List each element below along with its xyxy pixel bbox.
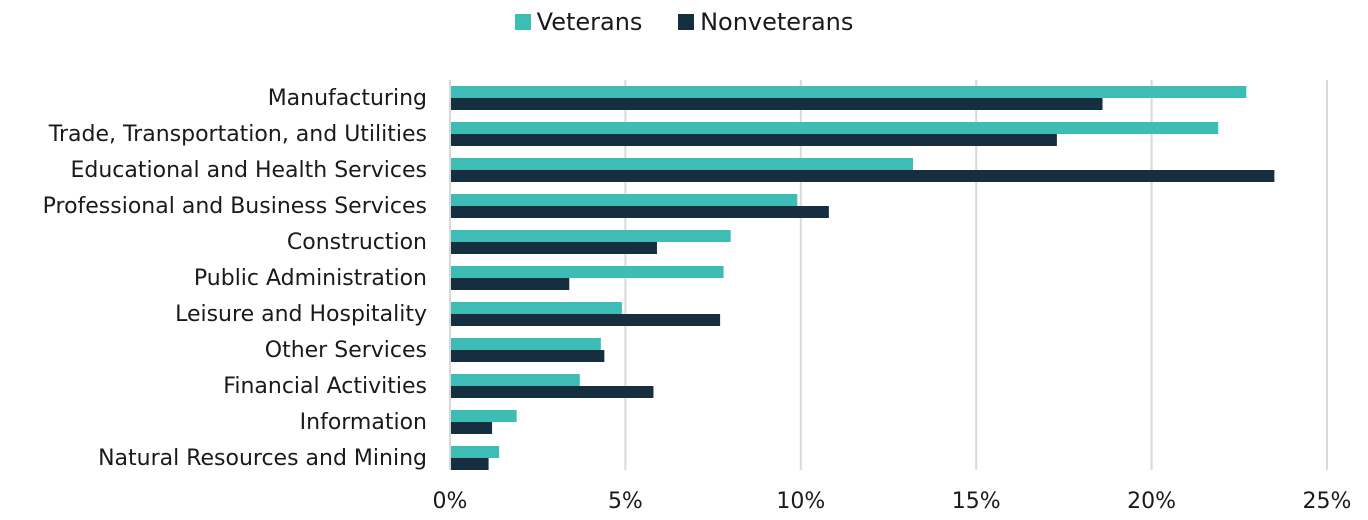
category-label-2: Educational and Health Services xyxy=(70,158,427,183)
bar-veterans-8 xyxy=(450,374,580,386)
category-label-6: Leisure and Hospitality xyxy=(175,302,427,327)
bar-veterans-5 xyxy=(450,266,724,278)
bar-nonveterans-4 xyxy=(450,242,657,254)
bar-nonveterans-1 xyxy=(450,134,1057,146)
legend-item-veterans: Veterans xyxy=(514,8,643,36)
bar-nonveterans-10 xyxy=(450,458,489,470)
bar-nonveterans-5 xyxy=(450,278,570,290)
category-label-9: Information xyxy=(300,410,427,435)
bar-veterans-3 xyxy=(450,194,798,206)
legend-swatch-nonveterans xyxy=(678,14,695,30)
bar-veterans-4 xyxy=(450,230,731,242)
bar-nonveterans-7 xyxy=(450,350,605,362)
x-tick-label-10: 10% xyxy=(776,489,825,514)
bar-veterans-0 xyxy=(450,86,1247,98)
bar-nonveterans-3 xyxy=(450,206,829,218)
category-label-8: Financial Activities xyxy=(223,374,427,399)
category-label-5: Public Administration xyxy=(194,266,427,291)
bar-veterans-10 xyxy=(450,446,500,458)
legend-label-veterans: Veterans xyxy=(536,8,643,36)
category-label-7: Other Services xyxy=(265,338,427,363)
bar-nonveterans-6 xyxy=(450,314,721,326)
bar-veterans-1 xyxy=(450,122,1219,134)
legend-swatch-veterans xyxy=(514,14,531,30)
bar-veterans-7 xyxy=(450,338,601,350)
category-label-0: Manufacturing xyxy=(268,86,427,111)
category-label-10: Natural Resources and Mining xyxy=(98,446,427,471)
category-label-1: Trade, Transportation, and Utilities xyxy=(48,122,427,147)
bar-veterans-9 xyxy=(450,410,517,422)
bar-veterans-6 xyxy=(450,302,622,314)
x-tick-label-25: 25% xyxy=(1303,489,1352,514)
bar-nonveterans-0 xyxy=(450,98,1103,110)
bar-nonveterans-2 xyxy=(450,170,1275,182)
category-label-4: Construction xyxy=(287,230,427,255)
x-tick-label-0: 0% xyxy=(433,489,468,514)
x-tick-label-15: 15% xyxy=(952,489,1001,514)
bar-nonveterans-8 xyxy=(450,386,654,398)
chart-legend: Veterans Nonveterans xyxy=(0,8,1368,36)
category-label-3: Professional and Business Services xyxy=(43,194,427,219)
bar-nonveterans-9 xyxy=(450,422,493,434)
x-tick-label-5: 5% xyxy=(608,489,643,514)
bar-veterans-2 xyxy=(450,158,914,170)
x-tick-label-20: 20% xyxy=(1127,489,1176,514)
legend-item-nonveterans: Nonveterans xyxy=(678,8,853,36)
legend-label-nonveterans: Nonveterans xyxy=(700,8,854,36)
